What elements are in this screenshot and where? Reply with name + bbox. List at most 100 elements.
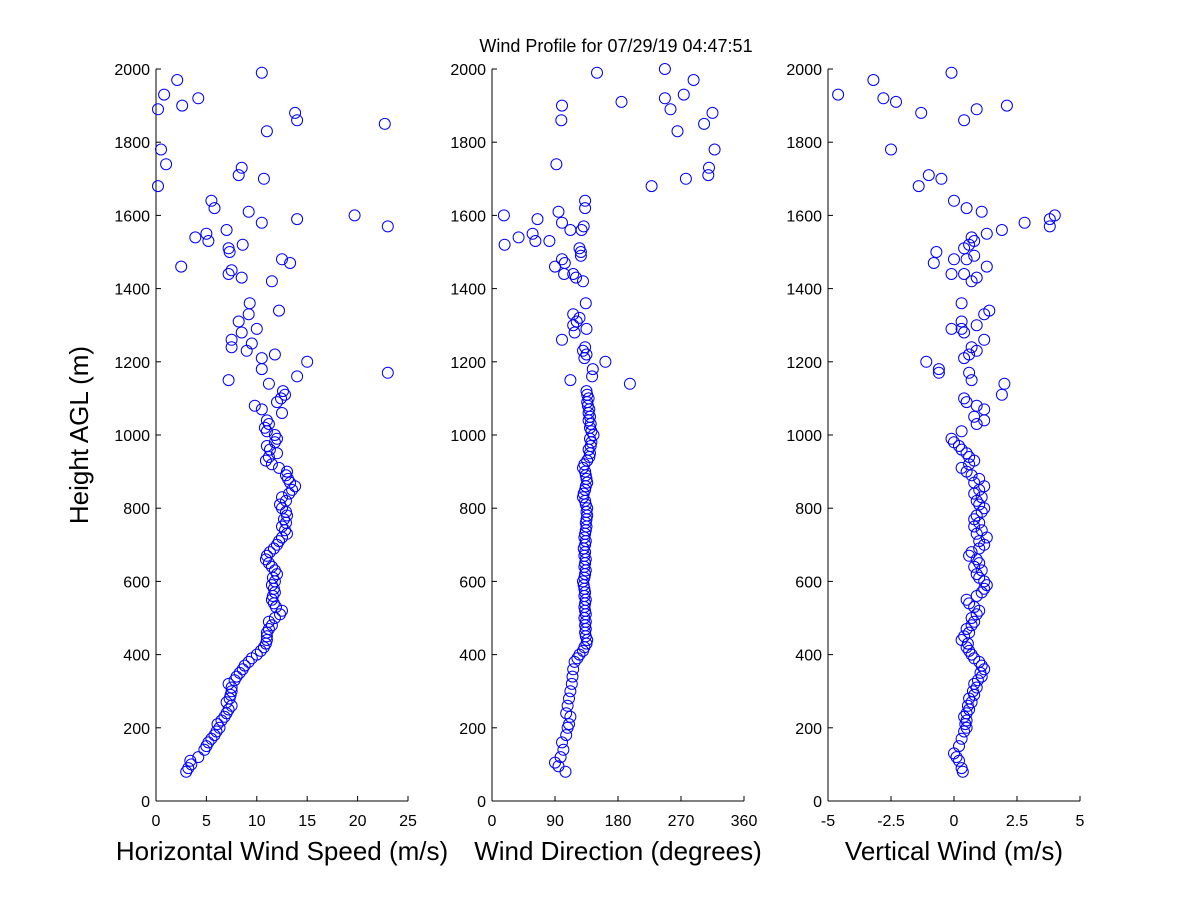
data-point <box>958 114 971 127</box>
data-point <box>556 736 568 749</box>
data-point <box>225 685 238 698</box>
y-tick-label: 2000 <box>450 62 486 79</box>
data-point <box>963 626 976 639</box>
data-point <box>567 663 580 676</box>
data-point <box>975 564 988 577</box>
y-tick-label: 600 <box>795 574 822 591</box>
data-point <box>497 209 510 222</box>
y-tick-label: 800 <box>123 501 150 518</box>
data-point <box>554 751 567 764</box>
data-point <box>543 235 556 247</box>
data-point <box>563 718 575 731</box>
data-point <box>549 260 561 273</box>
data-point <box>236 238 249 251</box>
data-point <box>255 352 268 365</box>
data-point <box>945 66 958 79</box>
data-point <box>932 363 945 376</box>
figure-title: Wind Profile for 07/29/19 04:47:51 <box>479 36 752 56</box>
y-tick-label: 0 <box>813 794 822 811</box>
data-point <box>555 114 568 127</box>
data-point <box>556 333 568 346</box>
data-point <box>577 220 590 233</box>
data-point <box>885 143 897 156</box>
data-point <box>645 180 658 193</box>
data-point <box>291 370 304 383</box>
data-point <box>958 392 971 405</box>
data-point <box>658 92 671 105</box>
x-tick-label: 15 <box>298 813 316 830</box>
data-point <box>570 315 583 328</box>
data-point <box>955 634 968 646</box>
data-point <box>531 213 544 226</box>
data-point <box>301 355 314 368</box>
data-point <box>930 246 943 258</box>
x-axis-label: Wind Direction (degrees) <box>474 836 762 866</box>
data-point <box>586 370 599 383</box>
y-tick-label: 400 <box>123 648 150 665</box>
data-point <box>980 579 993 592</box>
data-point <box>255 403 268 416</box>
data-point <box>158 88 171 101</box>
x-tick-label: -5 <box>821 813 835 830</box>
data-point <box>953 740 965 753</box>
data-point <box>958 326 971 339</box>
data-point <box>222 242 235 255</box>
data-point <box>240 344 253 357</box>
y-tick-label: 200 <box>459 721 486 738</box>
data-point <box>274 498 286 511</box>
y-tick-label: 400 <box>459 648 486 665</box>
data-point <box>265 458 278 471</box>
data-point <box>970 319 983 332</box>
data-point <box>975 524 988 537</box>
data-point <box>948 436 960 449</box>
data-point <box>975 505 988 518</box>
data-point <box>948 194 960 207</box>
data-point <box>579 341 592 354</box>
data-point <box>970 418 983 430</box>
data-point <box>970 681 983 694</box>
data-point <box>265 579 278 592</box>
data-point <box>975 205 988 218</box>
data-point <box>192 751 205 764</box>
data-point <box>552 760 565 773</box>
data-point <box>973 498 986 511</box>
data-points <box>152 66 394 778</box>
data-point <box>623 377 636 390</box>
data-point <box>978 403 991 416</box>
y-tick-label: 1400 <box>450 282 486 299</box>
data-point <box>965 341 978 354</box>
x-tick-label: 0 <box>488 813 497 830</box>
data-point <box>1018 216 1031 229</box>
data-point <box>703 161 715 174</box>
data-point <box>265 275 278 288</box>
data-point <box>968 235 981 247</box>
data-points <box>832 66 1061 778</box>
data-point <box>275 392 287 405</box>
x-tick-label: 360 <box>731 813 758 830</box>
data-point <box>192 92 205 105</box>
data-point <box>932 366 945 379</box>
data-point <box>160 158 173 171</box>
data-point <box>220 224 233 236</box>
data-point <box>948 253 960 266</box>
x-tick-label: 2.5 <box>1006 813 1028 830</box>
data-point <box>255 66 268 79</box>
data-point <box>960 396 973 409</box>
data-point <box>235 271 248 284</box>
data-point <box>208 202 221 215</box>
data-point <box>276 253 288 266</box>
data-point <box>983 304 996 317</box>
y-tick-label: 1400 <box>786 282 822 299</box>
y-tick-label: 800 <box>795 501 822 518</box>
data-point <box>570 271 582 284</box>
data-point <box>550 158 563 171</box>
data-point <box>955 315 968 328</box>
data-point <box>223 692 236 705</box>
x-tick-label: 5 <box>1076 813 1085 830</box>
data-point <box>564 374 577 387</box>
data-point <box>560 729 573 742</box>
data-point <box>877 92 890 105</box>
data-point <box>556 253 568 266</box>
data-point <box>283 487 296 500</box>
data-point <box>679 172 692 185</box>
